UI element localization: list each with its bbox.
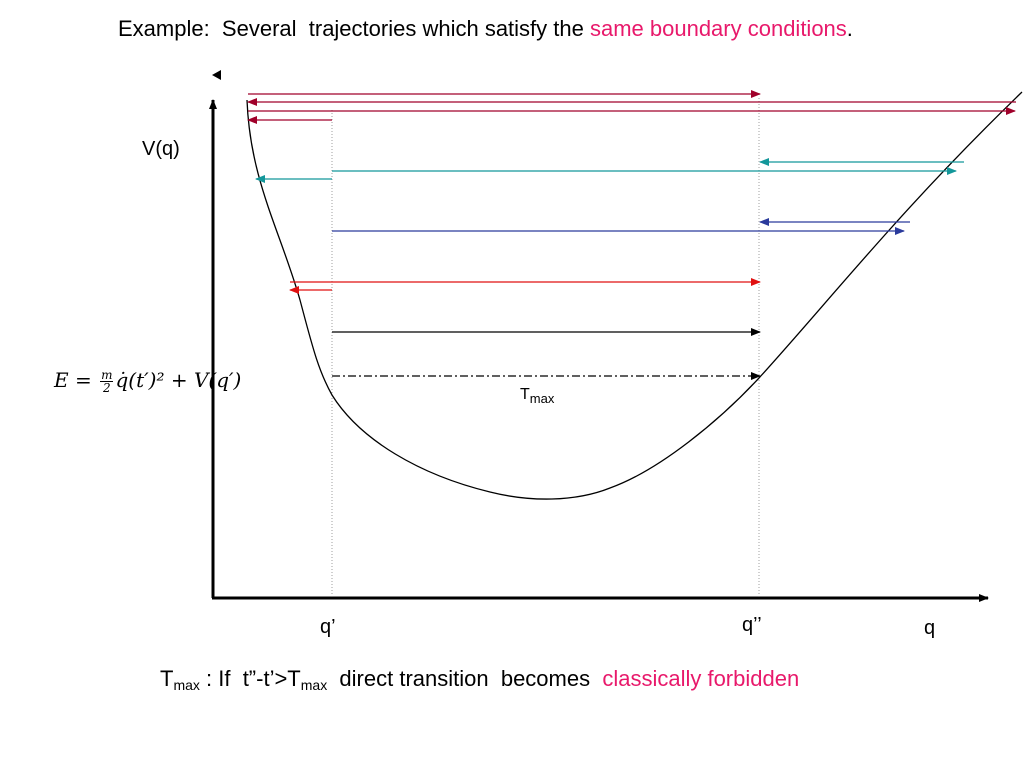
formula-frac-num: m bbox=[100, 368, 114, 382]
q-prime-label: q’ bbox=[320, 616, 336, 638]
x-axis-label: q bbox=[924, 617, 936, 639]
slide-title: Example: Several trajectories which sati… bbox=[118, 16, 853, 42]
tmax-sub: max bbox=[529, 391, 555, 406]
y-axis-label: V(q) bbox=[142, 138, 180, 160]
formula-frac-den: 2 bbox=[102, 381, 111, 395]
title-suffix: . bbox=[846, 16, 853, 41]
formula-rhs: q̇(t′)² + V(q′) bbox=[115, 368, 242, 392]
q-double-prime-label: q’’ bbox=[742, 614, 762, 636]
title-highlight: same boundary conditions bbox=[589, 16, 847, 41]
energy-formula: E = m 2 q̇(t′)² + V(q′) bbox=[54, 368, 241, 394]
formula-lhs: E = bbox=[54, 368, 99, 392]
footer-text: Tmax : If t”-t’>Tmax direct transition b… bbox=[160, 666, 799, 693]
footer-middle: : If t”-t’>T bbox=[199, 666, 301, 691]
footer-after: direct transition becomes bbox=[327, 666, 603, 691]
footer-t1: T bbox=[160, 666, 174, 691]
tmax-main: T bbox=[520, 386, 530, 403]
footer-highlight: classically forbidden bbox=[602, 666, 800, 691]
footer-t1-sub: max bbox=[173, 677, 200, 693]
potential-curve bbox=[246, 91, 1023, 500]
tmax-label: Tmax bbox=[520, 386, 554, 406]
stray-arrow-tick bbox=[212, 70, 221, 80]
footer-t2-sub: max bbox=[300, 677, 328, 693]
title-prefix: Example: Several trajectories which sati… bbox=[118, 16, 590, 41]
